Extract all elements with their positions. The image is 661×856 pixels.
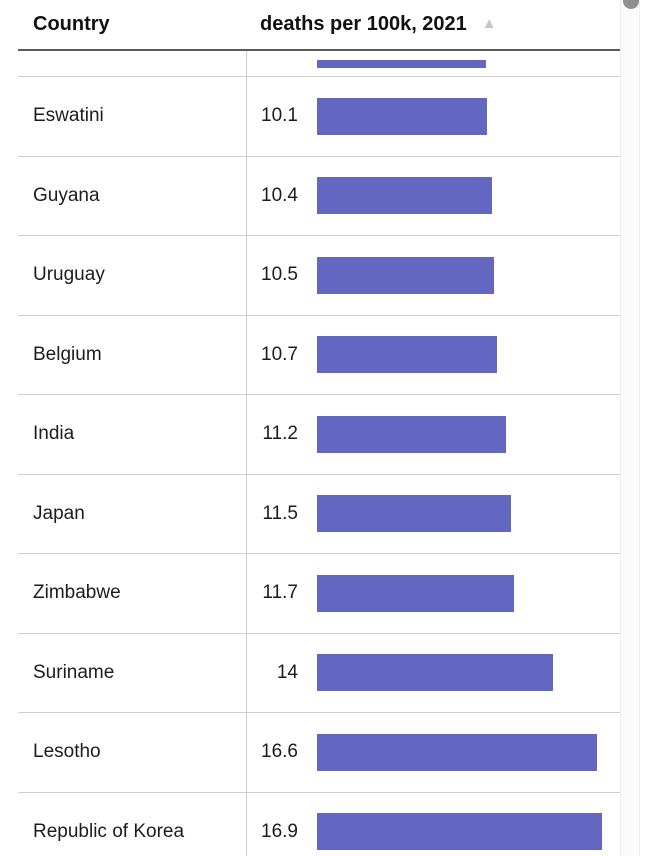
value-bar bbox=[317, 256, 494, 294]
bar-track bbox=[317, 316, 620, 395]
table-row-belgium: Belgium 10.7 bbox=[18, 315, 620, 395]
column-header-deaths-label: deaths per 100k, 2021 bbox=[260, 13, 467, 35]
column-header-deaths-per-100k[interactable]: deaths per 100k, 2021 ▲ bbox=[247, 13, 497, 36]
value-bar bbox=[317, 177, 493, 215]
value-bar bbox=[317, 415, 506, 453]
bar-track bbox=[317, 395, 620, 474]
table-row-suriname: Suriname 14 bbox=[18, 633, 620, 713]
table-header-row: Country deaths per 100k, 2021 ▲ bbox=[18, 0, 620, 51]
sort-ascending-triangle-icon[interactable]: ▲ bbox=[481, 15, 497, 32]
country-cell: Suriname bbox=[18, 633, 247, 712]
country-cell: Lesotho bbox=[18, 713, 247, 792]
value-cell: 10.1 bbox=[261, 105, 298, 127]
value-bar-clipped bbox=[317, 59, 486, 68]
bar-track bbox=[317, 554, 620, 633]
country-cell bbox=[18, 51, 247, 76]
value-bar bbox=[317, 574, 515, 612]
value-cell: 16.9 bbox=[261, 820, 298, 842]
scrollbar-thumb[interactable] bbox=[623, 0, 639, 9]
value-cell: 11.7 bbox=[262, 582, 298, 604]
clipped-table-row bbox=[18, 51, 620, 77]
value-bar bbox=[317, 654, 553, 692]
column-header-country[interactable]: Country bbox=[33, 13, 110, 35]
country-cell: India bbox=[18, 395, 247, 474]
bar-track bbox=[317, 634, 620, 713]
bar-track bbox=[317, 77, 620, 156]
value-bar bbox=[317, 495, 511, 533]
country-cell: Japan bbox=[18, 474, 247, 553]
table-row-lesotho: Lesotho 16.6 bbox=[18, 713, 620, 793]
value-bar bbox=[317, 336, 498, 374]
value-cell: 14 bbox=[276, 661, 298, 683]
country-cell: Republic of Korea bbox=[18, 792, 247, 856]
value-cell: 10.4 bbox=[261, 184, 298, 206]
country-cell: Belgium bbox=[18, 315, 247, 394]
value-bar bbox=[317, 97, 488, 135]
value-cell: 16.6 bbox=[261, 741, 298, 763]
bar-track bbox=[317, 236, 620, 315]
table-row-japan: Japan 11.5 bbox=[18, 474, 620, 554]
value-cell: 11.5 bbox=[262, 502, 298, 524]
table-row-uruguay: Uruguay 10.5 bbox=[18, 236, 620, 316]
bar-track bbox=[317, 475, 620, 554]
country-cell: Uruguay bbox=[18, 236, 247, 315]
country-cell: Guyana bbox=[18, 156, 247, 235]
value-bar bbox=[317, 813, 602, 851]
bar-track bbox=[317, 157, 620, 236]
value-cell: 10.5 bbox=[261, 264, 298, 286]
country-deaths-table: Country deaths per 100k, 2021 ▲ Eswatini… bbox=[18, 0, 620, 856]
table-row-zimbabwe: Zimbabwe 11.7 bbox=[18, 554, 620, 634]
table-row-eswatini: Eswatini 10.1 bbox=[18, 77, 620, 157]
vertical-scrollbar[interactable] bbox=[620, 0, 640, 856]
bar-track bbox=[317, 51, 620, 76]
table-body: Eswatini 10.1 Guyana 10.4 Uruguay 10.5 B… bbox=[18, 77, 620, 856]
value-bar bbox=[317, 733, 597, 771]
country-cell: Zimbabwe bbox=[18, 554, 247, 633]
table-row-guyana: Guyana 10.4 bbox=[18, 156, 620, 236]
bar-track bbox=[317, 793, 620, 856]
bar-track bbox=[317, 713, 620, 792]
value-cell: 11.2 bbox=[262, 423, 298, 445]
value-cell: 10.7 bbox=[261, 343, 298, 365]
table-row-india: India 11.2 bbox=[18, 395, 620, 475]
country-cell: Eswatini bbox=[18, 77, 247, 156]
table-row-republic-of-korea: Republic of Korea 16.9 bbox=[18, 792, 620, 856]
